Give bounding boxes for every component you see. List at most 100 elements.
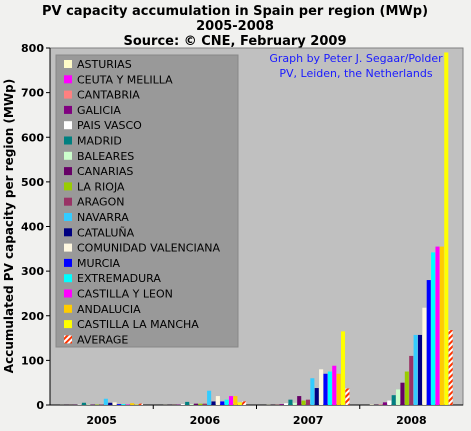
legend-swatch-cantabria (64, 90, 72, 99)
bar-la-rioja-2006 (198, 403, 203, 405)
bar-canarias-2008 (400, 382, 405, 405)
bar-canarias-2007 (297, 396, 302, 405)
chart-title-line-2: 2005-2008 (196, 19, 274, 34)
bars (60, 52, 453, 406)
legend-swatch-aragon (64, 197, 72, 206)
legend-swatch-extremadura (64, 274, 72, 283)
chart-title-line-3: Source: © CNE, February 2009 (123, 34, 346, 49)
legend-swatch-comunidad-valenciana (64, 243, 72, 252)
legend-swatch-castilla-y-leon (64, 289, 72, 298)
bar-aragon-2008 (409, 355, 414, 405)
bar-pais-vasco-2007 (284, 403, 289, 405)
legend-swatch-pais-vasco (64, 121, 72, 130)
bar-castilla-la-mancha-2006 (237, 402, 242, 405)
bar-pais-vasco-2006 (180, 404, 185, 405)
bar-madrid-2006 (185, 401, 190, 405)
legend-label-andalucia: ANDALUCIA (77, 303, 141, 316)
bar-aragon-2006 (202, 403, 207, 405)
bar-andalucia-2005 (130, 403, 135, 405)
y-tick-label: 100 (21, 354, 44, 367)
bar-navarra-2007 (310, 378, 315, 405)
x-tick-label: 2005 (86, 414, 117, 427)
bar-canarias-2006 (193, 403, 198, 405)
legend-swatch-catalu-a (64, 228, 72, 237)
bar-catalu-a-2006 (211, 401, 216, 405)
bar-pais-vasco-2008 (387, 400, 392, 405)
bar-murcia-2007 (323, 373, 328, 405)
bar-catalu-a-2008 (417, 334, 423, 405)
legend: ASTURIAS CEUTA Y MELILLA CANTABRIA GALICIA P… (64, 58, 220, 346)
bar-catalu-a-2005 (108, 402, 113, 405)
legend-swatch-baleares (64, 151, 72, 160)
bar-murcia-2008 (426, 280, 431, 405)
bar-baleares-2006 (189, 404, 194, 405)
legend-label-galicia: GALICIA (77, 104, 121, 117)
bar-la-rioja-2007 (301, 400, 306, 405)
bar-castilla-y-leon-2008 (435, 246, 440, 405)
x-axis-ticks: 2005 2006 2007 2008 (50, 404, 463, 427)
bar-castilla-la-mancha-2007 (340, 331, 346, 405)
bar-comunidad-valenciana-2005 (112, 402, 117, 405)
legend-label-navarra: NAVARRA (77, 211, 129, 224)
legend-label-madrid: MADRID (77, 135, 122, 148)
legend-swatch-galicia (64, 105, 72, 114)
bar-aragon-2007 (305, 399, 311, 405)
bar-extremadura-2007 (327, 371, 332, 405)
legend-swatch-asturias (64, 60, 72, 68)
legend-swatch-canarias (64, 167, 72, 176)
y-tick-label: 800 (21, 42, 44, 55)
legend-label-catalu-a: CATALUÑA (77, 226, 135, 239)
bar-la-rioja-2008 (404, 371, 409, 405)
bar-castilla-y-leon-2007 (332, 365, 337, 405)
legend-swatch-castilla-la-mancha (64, 320, 72, 329)
legend-label-canarias: CANARIAS (77, 165, 133, 178)
bar-baleares-2007 (292, 402, 297, 405)
bar-galicia-2007 (279, 404, 284, 405)
y-tick-label: 400 (21, 221, 44, 234)
bar-madrid-2005 (81, 402, 86, 405)
legend-swatch-murcia (64, 258, 72, 267)
legend-box (55, 54, 239, 348)
y-tick-label: 600 (21, 131, 44, 144)
bar-average-2005 (138, 403, 143, 405)
chart-title-line-1: PV capacity accumulation in Spain per re… (42, 4, 428, 19)
bar-comunidad-valenciana-2008 (422, 307, 427, 405)
legend-label-baleares: BALEARES (77, 150, 134, 163)
y-tick-label: 500 (21, 176, 44, 189)
legend-label-pais-vasco: PAIS VASCO (77, 119, 142, 132)
x-tick-label: 2006 (190, 414, 221, 427)
y-tick-label: 700 (21, 87, 44, 100)
bar-navarra-2006 (207, 390, 212, 405)
bar-extremadura-2005 (121, 404, 126, 405)
bar-baleares-2008 (396, 389, 401, 405)
legend-label-average: AVERAGE (77, 333, 128, 346)
bar-average-2008 (448, 330, 453, 405)
y-tick-label: 300 (21, 265, 44, 278)
legend-label-cantabria: CANTABRIA (77, 89, 140, 102)
bar-murcia-2005 (116, 404, 122, 405)
bar-andalucia-2006 (233, 396, 238, 405)
credit-line-2: PV, Leiden, the Netherlands (279, 67, 432, 80)
y-tick-label: 200 (21, 310, 44, 323)
bar-andalucia-2008 (439, 246, 444, 405)
legend-label-comunidad-valenciana: COMUNIDAD VALENCIANA (77, 242, 220, 255)
bar-extremadura-2006 (224, 399, 229, 405)
legend-swatch-navarra (64, 213, 72, 221)
legend-swatch-la-rioja (64, 182, 72, 191)
bar-madrid-2008 (391, 395, 396, 405)
y-axis-ticks: 0 100 200 300 400 500 600 700 800 (21, 42, 51, 412)
bar-navarra-2005 (103, 398, 108, 405)
legend-label-castilla-la-mancha: CASTILLA LA MANCHA (77, 318, 199, 331)
legend-label-murcia: MURCIA (77, 257, 121, 270)
credit-line-1: Graph by Peter J. Segaar/Polder (269, 52, 443, 65)
legend-label-ceuta-y-melilla: CEUTA Y MELILLA (77, 73, 173, 86)
x-tick-label: 2007 (293, 414, 324, 427)
bar-comunidad-valenciana-2006 (215, 396, 220, 405)
bar-andalucia-2007 (336, 373, 341, 405)
legend-swatch-madrid (64, 136, 72, 145)
bar-catalu-a-2007 (314, 388, 319, 405)
bar-comunidad-valenciana-2007 (319, 369, 324, 405)
x-tick-label: 2008 (396, 414, 427, 427)
bar-navarra-2008 (413, 334, 418, 405)
y-tick-label: 0 (36, 399, 44, 412)
